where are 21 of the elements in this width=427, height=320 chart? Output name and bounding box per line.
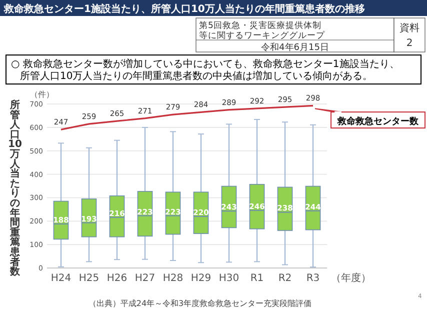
- x-tick-label: H27: [134, 273, 156, 284]
- x-tick-label: H24: [50, 273, 72, 284]
- text: 資料: [400, 22, 420, 34]
- x-tick-label: R2: [278, 273, 292, 284]
- text: 救命救急センター数: [336, 116, 420, 127]
- text: （件）: [30, 90, 54, 99]
- chart-title: 救命救急センター1施設当たり、所管人口10万人当たりの年間重篤患者数の推移: [3, 3, 365, 15]
- x-tick-label: H25: [78, 273, 100, 284]
- text: 2: [406, 38, 413, 49]
- chart-subtitle: ○ 救命救急センター数が増加している中においても、救命救急センター1施設当たり、所管人口10万人当たりの年間重篤患者数の中央値は増加している傾向がある。: [11, 58, 400, 82]
- text: （出典）平成24年～令和3年度救命救急センター充実段階評価: [88, 299, 312, 308]
- x-tick-label: H29: [190, 273, 212, 284]
- x-tick-label: R3: [306, 273, 320, 284]
- x-tick-label: H30: [218, 273, 240, 284]
- text: 令和4年6月15日: [261, 42, 329, 53]
- x-tick-label: H28: [162, 273, 184, 284]
- x-tick-label: R1: [250, 273, 264, 284]
- x-axis-title: （年度）: [331, 272, 371, 284]
- text: 第5回救急・災害医療提供体制等に関するワーキンググループ: [199, 20, 326, 41]
- text: 所管人口10万人当たりの年間重篤患者数: [8, 100, 22, 278]
- x-tick-label: H26: [106, 273, 128, 284]
